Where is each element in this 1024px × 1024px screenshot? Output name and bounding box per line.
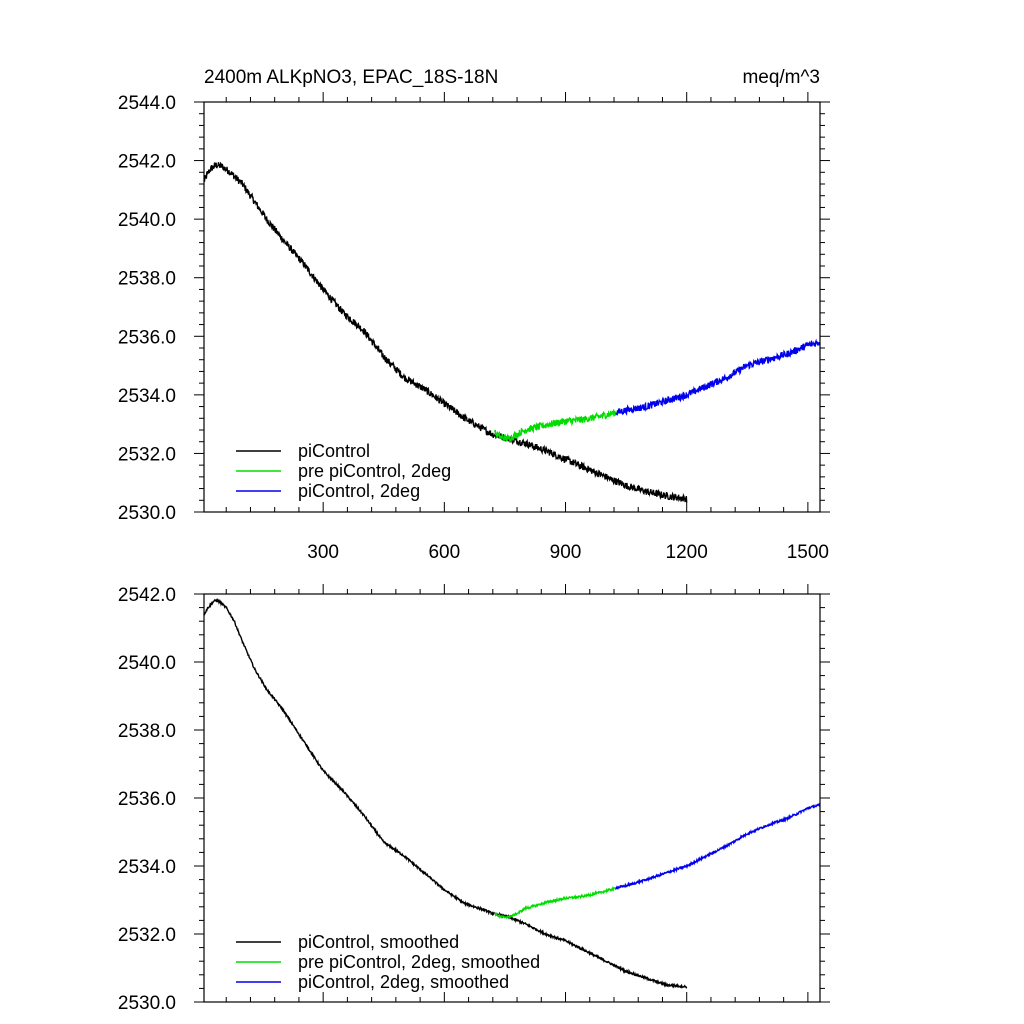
units-label: meq/m^3 [742, 67, 820, 88]
legend-entry: pre piControl, 2deg, smoothed [236, 952, 540, 972]
y-tick-label: 2538.0 [118, 269, 176, 290]
legend-entry: piControl [236, 441, 370, 461]
legend-entry: piControl, 2deg [236, 481, 420, 501]
y-tick-label: 2536.0 [118, 789, 176, 810]
series-line-picontrol [203, 161, 688, 503]
legend-entry: pre piControl, 2deg [236, 461, 451, 481]
x-tick-label: 600 [428, 542, 460, 563]
legend-label: piControl, 2deg [298, 481, 420, 501]
y-tick-label: 2536.0 [118, 327, 176, 348]
top-panel-series [203, 161, 821, 503]
bottom-panel-ticks [194, 584, 830, 1003]
y-tick-label: 2532.0 [118, 444, 176, 465]
top-panel-legend: piControl pre piControl, 2deg piControl,… [236, 441, 451, 501]
legend-label: pre piControl, 2deg, smoothed [298, 952, 540, 972]
legend-label: pre piControl, 2deg [298, 461, 451, 481]
x-tick-label: 1500 [787, 542, 829, 563]
legend-label: piControl [298, 441, 370, 461]
x-tick-label: 1200 [666, 542, 708, 563]
series-line-picontrol-2deg-smoothed [615, 802, 821, 890]
y-tick-label: 2544.0 [118, 93, 176, 114]
y-tick-label: 2530.0 [118, 993, 176, 1014]
x-tick-label: 900 [550, 542, 582, 563]
series-line-pre-picontrol-2deg-smoothed [494, 885, 617, 920]
y-tick-label: 2534.0 [118, 857, 176, 878]
legend-label: piControl, 2deg, smoothed [298, 972, 509, 992]
legend-entry: piControl, 2deg, smoothed [236, 972, 509, 992]
top-panel: 2400m ALKpNO3, EPAC_18S-18N meq/m^3 2530… [118, 67, 830, 563]
y-tick-label: 2542.0 [118, 152, 176, 173]
series-line-picontrol-2deg [615, 338, 821, 416]
y-tick-label: 2530.0 [118, 503, 176, 524]
series-line-picontrol-smoothed [203, 597, 688, 990]
y-tick-label: 2540.0 [118, 210, 176, 231]
top-panel-x-tick-labels: 300 600 900 1200 1500 [307, 542, 829, 563]
y-tick-label: 2532.0 [118, 925, 176, 946]
y-tick-label: 2538.0 [118, 721, 176, 742]
top-panel-ticks [194, 92, 830, 513]
bottom-plot-frame [203, 593, 821, 1003]
top-plot-frame [203, 101, 821, 513]
bottom-panel-series [203, 597, 821, 990]
bottom-panel-legend: piControl, smoothed pre piControl, 2deg,… [236, 932, 540, 992]
x-tick-label: 300 [307, 542, 339, 563]
bottom-panel: 2530.0 2532.0 2534.0 2536.0 2538.0 2540.… [118, 584, 830, 1014]
y-tick-label: 2540.0 [118, 653, 176, 674]
y-tick-label: 2534.0 [118, 386, 176, 407]
y-tick-label: 2542.0 [118, 585, 176, 606]
bottom-panel-y-tick-labels: 2530.0 2532.0 2534.0 2536.0 2538.0 2540.… [118, 585, 176, 1014]
legend-label: piControl, smoothed [298, 932, 459, 952]
top-panel-y-tick-labels: 2530.0 2532.0 2534.0 2536.0 2538.0 2540.… [118, 93, 176, 524]
chart-title: 2400m ALKpNO3, EPAC_18S-18N [204, 67, 498, 88]
series-line-pre-picontrol-2deg [494, 409, 617, 443]
legend-entry: piControl, smoothed [236, 932, 459, 952]
